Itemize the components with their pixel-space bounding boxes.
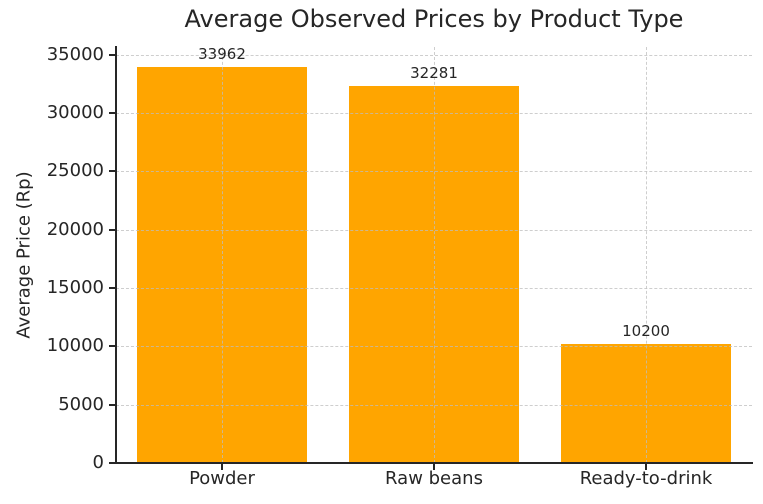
- bar-value-label: 33962: [198, 44, 246, 63]
- y-axis-label: Average Price (Rp): [13, 171, 35, 339]
- gridline-vertical: [221, 47, 223, 463]
- y-tick-label: 35000: [46, 43, 104, 65]
- chart-title: Average Observed Prices by Product Type: [184, 5, 684, 33]
- x-tick-label: Ready-to-drink: [579, 468, 713, 489]
- y-tick-mark: [109, 53, 116, 56]
- y-tick-mark: [109, 462, 116, 464]
- x-tick-label: Raw beans: [385, 468, 483, 489]
- x-tick-label: Powder: [189, 468, 255, 489]
- y-tick-label: 0: [92, 452, 104, 473]
- bar-value-label: 10200: [622, 322, 670, 340]
- x-tick-mark: [433, 463, 435, 470]
- y-tick-label: 30000: [46, 102, 104, 124]
- x-tick-mark: [221, 463, 223, 470]
- gridline-vertical: [433, 47, 435, 463]
- bar-value-label: 32281: [410, 64, 458, 83]
- y-tick-mark: [109, 228, 116, 231]
- y-tick-label: 5000: [58, 393, 104, 415]
- y-tick-mark: [109, 345, 116, 348]
- y-tick-mark: [109, 170, 116, 173]
- y-tick-mark: [109, 403, 116, 406]
- y-tick-label: 20000: [46, 218, 104, 240]
- x-tick-mark: [645, 463, 647, 470]
- y-tick-label: 15000: [46, 277, 104, 298]
- y-tick-mark: [109, 112, 116, 115]
- y-axis-spine: [115, 46, 117, 464]
- y-tick-label: 10000: [46, 335, 104, 357]
- gridline-vertical: [645, 47, 647, 463]
- y-tick-mark: [109, 287, 116, 289]
- y-tick-label: 25000: [46, 160, 104, 182]
